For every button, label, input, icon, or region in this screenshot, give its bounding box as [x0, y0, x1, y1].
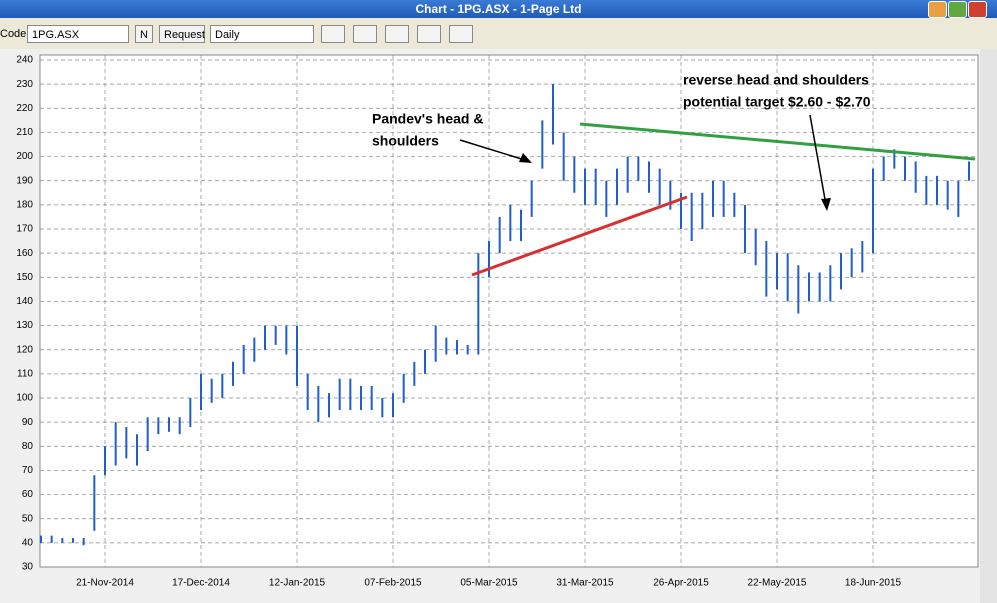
- color-button[interactable]: [385, 25, 409, 43]
- chart-tool-button[interactable]: [321, 25, 345, 43]
- request-button[interactable]: Request: [159, 25, 205, 43]
- y-tick-label: 80: [22, 441, 34, 452]
- arrow: [459, 139, 529, 162]
- x-tick-label: 17-Dec-2014: [172, 578, 230, 589]
- annotation: reverse head and shoulders: [683, 72, 869, 88]
- arrow-head: [519, 153, 532, 163]
- y-tick-label: 50: [22, 513, 34, 524]
- arrow-head: [821, 198, 831, 211]
- y-tick-label: 60: [22, 489, 34, 500]
- y-tick-label: 140: [16, 296, 33, 307]
- y-tick-label: 90: [22, 417, 34, 428]
- x-tick-label: 07-Feb-2015: [364, 578, 422, 589]
- annotation: Pandev's head &: [372, 111, 483, 127]
- zoom-button[interactable]: [417, 25, 441, 43]
- code-label: Code:: [0, 28, 30, 40]
- code-input[interactable]: 1PG.ASX: [27, 25, 129, 43]
- y-tick-label: 170: [16, 224, 33, 235]
- x-tick-label: 31-Mar-2015: [556, 578, 614, 589]
- y-tick-label: 220: [16, 103, 33, 114]
- page-button[interactable]: [353, 25, 377, 43]
- y-tick-label: 240: [16, 55, 33, 66]
- title-bar: Chart - 1PG.ASX - 1-Page Ltd: [0, 0, 997, 18]
- y-tick-label: 230: [16, 79, 33, 90]
- period-select[interactable]: Daily: [210, 25, 314, 43]
- y-tick-label: 210: [16, 127, 33, 138]
- y-tick-label: 180: [16, 199, 33, 210]
- y-tick-label: 100: [16, 393, 33, 404]
- scrollbar[interactable]: [980, 49, 997, 603]
- maximize-button[interactable]: [948, 1, 967, 18]
- y-tick-label: 190: [16, 175, 33, 186]
- x-tick-label: 18-Jun-2015: [845, 578, 902, 589]
- tools-button[interactable]: [449, 25, 473, 43]
- n-button[interactable]: N: [135, 25, 153, 43]
- arrow: [809, 114, 827, 206]
- resistance-line: [579, 122, 976, 161]
- chart: 30 40 50 60 70 80 90 100 110 120 130 140 150 160 170 18…: [0, 49, 997, 603]
- close-button[interactable]: [968, 1, 987, 18]
- y-tick-label: 200: [16, 151, 33, 162]
- toolbar: Code: 1PG.ASX N Request Daily: [0, 19, 997, 49]
- y-tick-label: 110: [17, 368, 33, 379]
- x-tick-label: 12-Jan-2015: [269, 578, 326, 589]
- y-tick-label: 150: [16, 272, 33, 283]
- annotation: potential target $2.60 - $2.70: [683, 94, 871, 110]
- plot-area: [39, 54, 979, 568]
- y-tick-label: 70: [22, 465, 34, 476]
- x-tick-label: 22-May-2015: [748, 578, 807, 589]
- y-tick-label: 130: [16, 320, 33, 331]
- x-tick-label: 26-Apr-2015: [653, 578, 709, 589]
- y-tick-label: 120: [16, 344, 33, 355]
- y-tick-label: 160: [16, 248, 33, 259]
- x-tick-label: 05-Mar-2015: [460, 578, 518, 589]
- y-tick-label: 30: [22, 562, 34, 573]
- y-tick-label: 40: [22, 537, 34, 548]
- minimize-button[interactable]: [928, 1, 947, 18]
- neckline: [471, 195, 688, 277]
- annotation: shoulders: [372, 133, 439, 149]
- window-title: Chart - 1PG.ASX - 1-Page Ltd: [415, 2, 582, 16]
- x-tick-label: 21-Nov-2014: [76, 578, 134, 589]
